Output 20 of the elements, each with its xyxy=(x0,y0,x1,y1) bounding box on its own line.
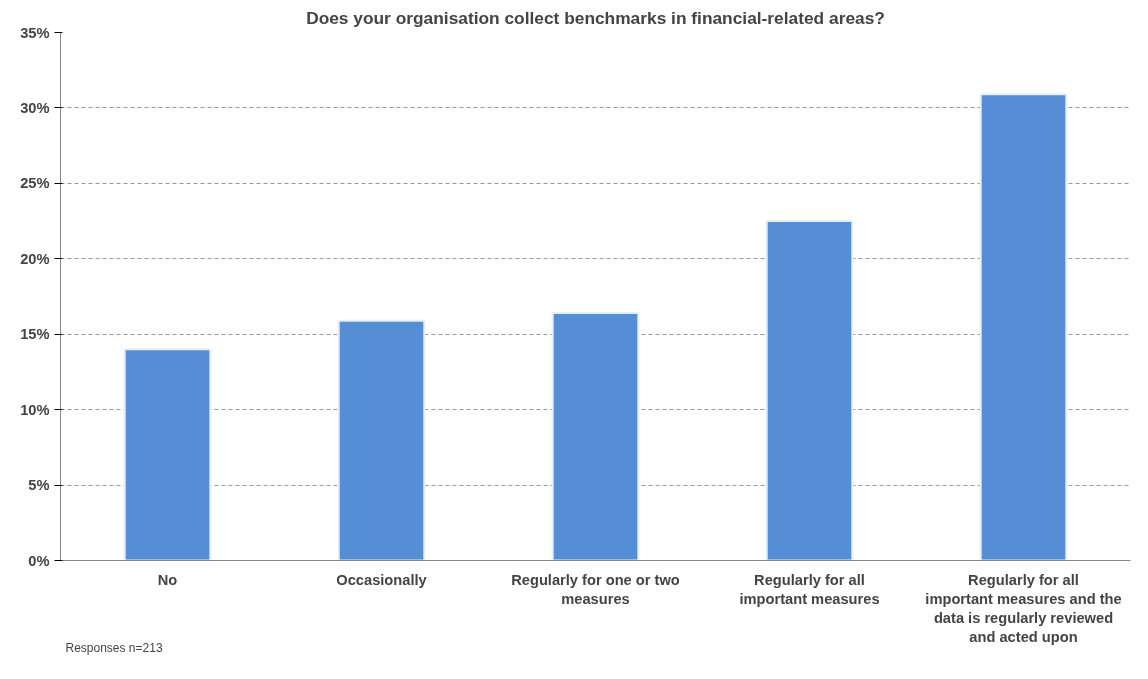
bar xyxy=(337,319,426,561)
x-tick-label: No xyxy=(157,571,178,588)
bar xyxy=(551,312,640,561)
bar xyxy=(123,348,212,561)
y-tick-label: 10% xyxy=(20,401,50,418)
y-tick-label: 5% xyxy=(28,477,50,494)
x-tick-label: Regularly for one or two measures xyxy=(511,571,680,607)
bar xyxy=(979,93,1068,561)
y-tick-label: 20% xyxy=(20,250,50,267)
x-tick-label: Occasionally xyxy=(336,571,428,588)
y-tick-label: 15% xyxy=(20,326,50,343)
y-tick-label: 30% xyxy=(20,99,50,116)
y-tick-label: 0% xyxy=(28,552,50,569)
chart-title: Does your organisation collect benchmarks in financial-related areas? xyxy=(306,7,885,28)
text: Responses n=213 xyxy=(65,640,163,655)
y-tick-label: 25% xyxy=(20,175,50,192)
x-tick-label: Regularly for all important measures xyxy=(739,571,880,607)
bar xyxy=(765,220,854,561)
y-tick-label: 35% xyxy=(20,24,50,41)
x-tick-label: Regularly for all important measures and the data is regularly reviewed and acted upon xyxy=(925,571,1122,646)
